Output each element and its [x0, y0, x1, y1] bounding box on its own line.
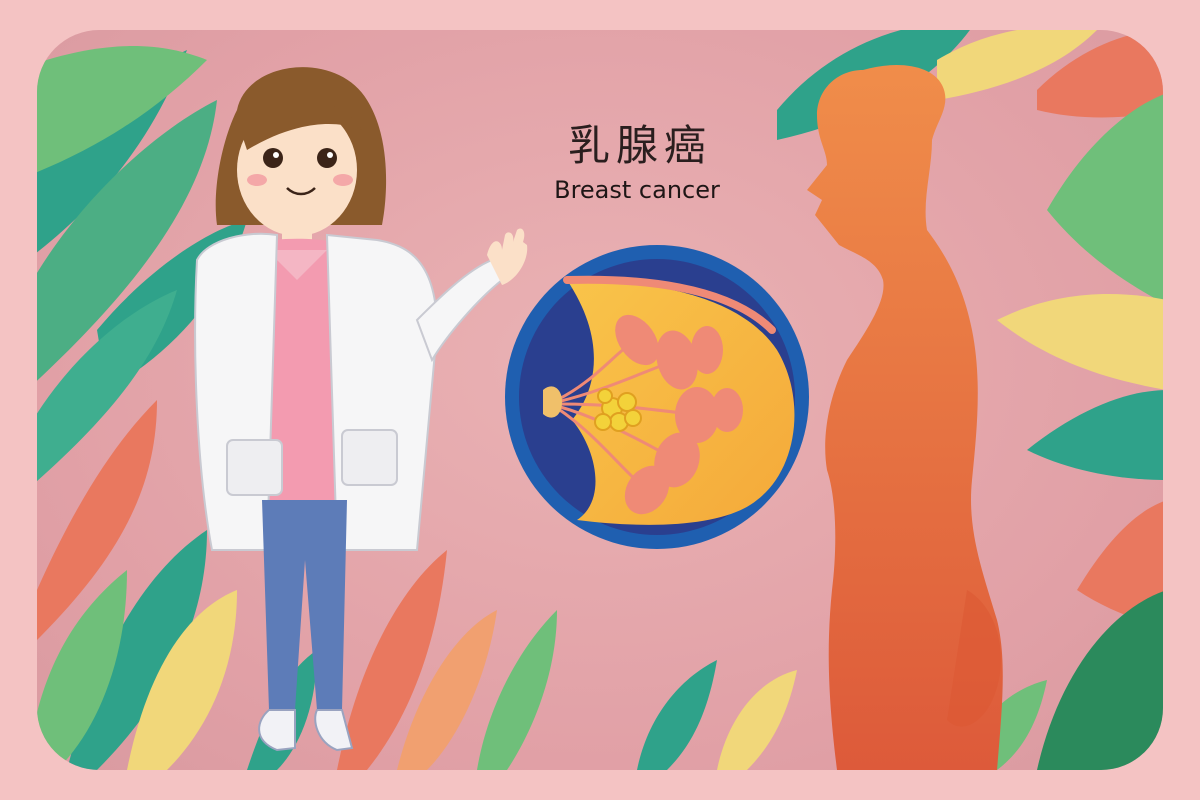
doctor-figure [194, 67, 528, 752]
title-chinese: 乳腺癌 [567, 121, 712, 170]
breast-cancer-illustration [37, 30, 1163, 770]
milk-lobules [615, 314, 743, 515]
title-english: Breast cancer [554, 176, 720, 204]
breast-cross-section [505, 245, 809, 549]
tumor-cluster [594, 388, 642, 432]
bottom-foliage [477, 610, 797, 770]
woman-silhouette [807, 65, 1003, 770]
illustration-card: 乳腺癌 Breast cancer [37, 30, 1163, 770]
left-foliage [37, 46, 497, 770]
